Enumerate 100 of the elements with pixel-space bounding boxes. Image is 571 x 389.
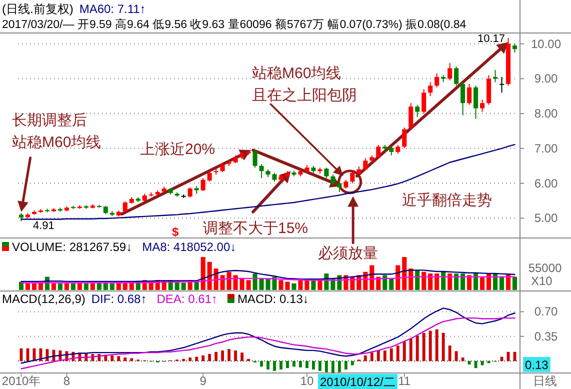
candlestick [324,167,329,179]
x-tick-label: 2010年 [2,374,41,388]
bar [234,350,237,362]
annotation: 调整不大于15% [203,220,308,237]
bar [480,276,485,290]
bar [266,361,270,370]
bar [220,275,225,290]
bar [304,280,310,290]
bar [350,361,354,366]
annotation: 必须放量 [318,245,378,262]
bar [480,361,484,366]
annotation: 长期调整后 [12,112,87,129]
bar [402,341,406,362]
bar [448,346,452,362]
bar [117,356,120,362]
y-tick-label: 0.35 [534,329,558,344]
text: 日线 [533,374,557,388]
candlestick [376,144,381,160]
bar [448,274,452,290]
candlestick [350,170,355,184]
y-tick-label: 10.00 [530,36,562,51]
bar [240,352,244,362]
candlestick [207,170,212,182]
bar [200,257,206,290]
bar [409,338,412,362]
bar [130,358,134,362]
bar [389,278,394,290]
x-tick-label: 9 [200,374,207,388]
candlestick [200,178,206,192]
line-series [20,308,516,364]
candlestick [402,127,407,149]
bar [110,355,114,362]
bar [434,274,440,290]
bar [331,361,334,373]
bar [51,283,56,290]
legend-label: VOLUME: 281267.59↓ [12,240,132,254]
bar [318,280,322,290]
y-tick-label: 6.00 [534,176,558,190]
annotation: $ [172,225,179,239]
annotation: 站稳M60均线 [252,65,342,82]
bar [344,361,348,370]
bar [499,276,504,290]
candlestick [330,174,336,186]
candlestick [252,149,258,168]
y-tick-label: 0.70 [534,304,558,319]
bar [25,283,30,290]
candlestick [415,104,420,118]
bar [422,332,426,362]
y-tick-label: 5.00 [534,211,558,226]
bar [298,280,303,290]
bar [467,275,472,290]
x-tick-label: 11 [398,374,411,388]
bar [390,348,393,362]
candlestick [499,76,504,94]
bar [188,358,192,362]
bar [324,361,328,372]
annotation: 站稳M60均线 [12,134,102,151]
x-tick-label: 10 [300,374,314,388]
bar [233,275,238,290]
bar [454,351,458,362]
bar [512,276,518,290]
bar [460,274,466,290]
bar [442,332,445,362]
bar [226,272,232,290]
candlestick [422,88,426,114]
bar [396,346,400,362]
bar [299,361,302,368]
candlestick [408,102,414,130]
candlestick [122,200,128,212]
candlestick [220,162,225,173]
legend-label: MACD: 0.13↓ [237,292,309,306]
bar [207,262,212,290]
bar [292,361,296,367]
bar [247,358,250,362]
bar [260,361,263,367]
candlestick [474,85,478,120]
candlestick [480,99,485,112]
bar [364,355,367,362]
bar [286,361,289,368]
candlestick [448,62,452,81]
bar [182,358,186,362]
chart-title: (日线.前复权) [2,2,74,16]
bar [370,352,374,362]
bar [208,354,212,362]
bar [416,336,419,362]
bar [194,282,199,290]
line-series [20,317,516,370]
bar [468,361,471,365]
bar [292,283,296,290]
bar [306,361,308,368]
candlestick [454,66,459,86]
bar [214,352,218,362]
annotation: 10.17 [477,33,505,45]
x-tick-label: 8 [63,374,70,388]
y-tick-label: 7.00 [534,141,558,156]
bar [461,358,464,362]
bar [228,349,230,362]
bar [383,350,386,362]
bar [110,283,114,290]
bar [454,274,459,290]
